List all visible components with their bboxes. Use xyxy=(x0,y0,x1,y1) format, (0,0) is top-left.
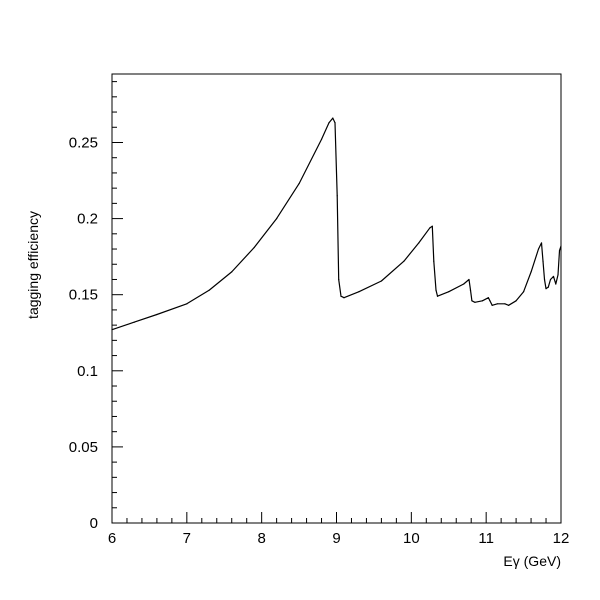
data-point xyxy=(298,182,300,185)
data-point xyxy=(543,278,546,281)
data-point xyxy=(471,300,473,302)
data-point xyxy=(133,321,136,323)
y-tick-label: 0.25 xyxy=(69,134,98,151)
data-point xyxy=(431,225,433,227)
data-point xyxy=(481,300,484,302)
x-tick-label: 11 xyxy=(478,530,494,547)
data-point xyxy=(508,304,510,306)
data-point xyxy=(340,295,342,297)
data-point xyxy=(380,280,382,282)
data-point xyxy=(474,301,476,303)
data-point xyxy=(328,122,330,124)
data-point xyxy=(436,295,439,297)
minor-ticks xyxy=(112,81,547,523)
data-point xyxy=(429,227,431,229)
x-tick-label: 6 xyxy=(108,530,116,547)
data-point xyxy=(276,217,278,220)
y-tick-label: 0.15 xyxy=(69,287,98,304)
data-point xyxy=(336,195,338,197)
data-point xyxy=(537,248,540,250)
data-point xyxy=(332,117,334,119)
data-point xyxy=(552,275,555,278)
data-point xyxy=(208,289,210,291)
data-point xyxy=(253,246,255,249)
data-point xyxy=(522,291,525,293)
data-point xyxy=(320,138,323,141)
x-axis-title: Eγ (GeV) xyxy=(503,553,561,569)
series-line xyxy=(111,117,562,331)
data-point xyxy=(557,274,559,276)
major-ticks xyxy=(111,141,562,524)
data-point xyxy=(504,303,506,305)
data-point xyxy=(555,283,557,285)
data-point xyxy=(530,271,532,273)
data-point xyxy=(496,303,498,305)
y-tick-label: 0.2 xyxy=(77,211,98,228)
x-tick-label: 9 xyxy=(332,530,340,547)
data-point xyxy=(334,122,336,124)
data-point xyxy=(515,300,517,302)
data-point xyxy=(542,260,544,262)
data-point xyxy=(469,289,472,291)
data-point xyxy=(156,313,158,316)
data-point xyxy=(549,278,552,281)
data-point xyxy=(343,297,345,299)
data-point xyxy=(418,242,420,244)
y-tick-label: 0.05 xyxy=(69,439,98,456)
data-point xyxy=(338,278,340,281)
plot-frame xyxy=(111,73,562,524)
data-point xyxy=(231,271,233,273)
y-tick-labels: 0 0.05 0.1 0.15 0.2 0.25 xyxy=(69,134,98,532)
data-point xyxy=(545,288,547,290)
x-tick-label: 8 xyxy=(257,530,265,547)
data-point xyxy=(487,297,490,299)
y-tick-label: 0 xyxy=(90,515,98,532)
data-point xyxy=(547,286,549,288)
data-point xyxy=(435,289,437,291)
data-point xyxy=(358,291,360,293)
data-point xyxy=(433,260,435,262)
data-point xyxy=(403,260,405,262)
x-tick-label: 10 xyxy=(403,530,420,547)
data-point xyxy=(463,283,465,285)
x-tick-label: 12 xyxy=(553,530,570,547)
data-point xyxy=(186,303,188,305)
data-point xyxy=(448,291,450,293)
data-point xyxy=(558,249,561,252)
data-point xyxy=(468,278,470,281)
x-tick-label: 7 xyxy=(183,530,191,547)
data-point xyxy=(489,300,491,302)
x-tick-labels: 6 7 8 9 10 11 12 xyxy=(108,530,570,547)
data-point xyxy=(540,242,543,244)
series-layer xyxy=(111,117,562,331)
y-tick-label: 0.1 xyxy=(77,363,98,380)
data-point xyxy=(491,304,493,306)
y-axis-title: tagging efficiency xyxy=(25,211,41,319)
